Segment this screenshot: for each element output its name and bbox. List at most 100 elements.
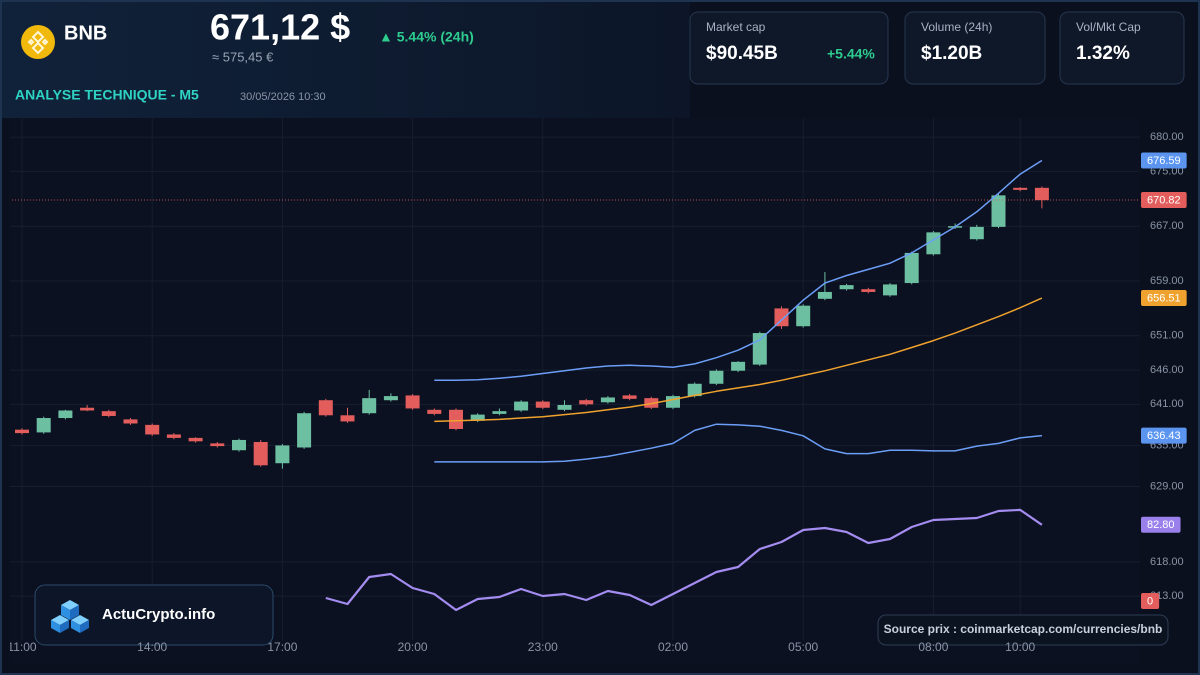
indicator-line bbox=[325, 508, 1043, 612]
x-tick-label: 11:00 bbox=[7, 640, 36, 654]
price-badge-label: 656.51 bbox=[1147, 292, 1181, 304]
y-tick-label: 646.00 bbox=[1150, 364, 1184, 376]
price: 671,12 $ bbox=[210, 7, 350, 48]
candle-body bbox=[752, 333, 767, 365]
datetime: 30/05/2026 10:30 bbox=[240, 91, 326, 103]
y-tick-label: 667.00 bbox=[1150, 220, 1184, 232]
price-axis: 680.00675.00667.00659.00651.00646.00641.… bbox=[1141, 131, 1187, 609]
price-badge bbox=[1141, 290, 1187, 307]
candle-body bbox=[839, 285, 854, 290]
candle-body bbox=[470, 414, 485, 421]
x-tick-label: 05:00 bbox=[788, 640, 818, 654]
candle-body bbox=[123, 419, 138, 424]
candle-body bbox=[405, 395, 420, 409]
x-tick-label: 23:00 bbox=[528, 640, 558, 654]
candle-body bbox=[145, 424, 160, 435]
candle-body bbox=[362, 398, 377, 414]
candle-body bbox=[861, 289, 876, 292]
y-tick-label: 629.00 bbox=[1150, 480, 1184, 492]
candle-body bbox=[210, 443, 225, 447]
x-axis: 11:00 14:00 17:00 20:00 23:00 02:00 05:00 08:00… bbox=[7, 640, 1036, 654]
stat-label: Vol/Mkt Cap bbox=[1076, 20, 1141, 34]
price-badge bbox=[1141, 593, 1160, 609]
candle-body bbox=[318, 400, 333, 416]
candle-body bbox=[449, 409, 463, 429]
y-tick-label: 680.00 bbox=[1150, 131, 1184, 143]
candle-body bbox=[1034, 187, 1049, 201]
price-eur: ≈ 575,45 € bbox=[212, 49, 274, 64]
header-panel bbox=[0, 0, 690, 118]
stat-value: $1.20B bbox=[921, 43, 982, 64]
candle-body bbox=[579, 400, 594, 405]
plot-area bbox=[10, 118, 1140, 663]
indicator-line bbox=[434, 159, 1043, 382]
stat-card: Vol/Mkt Cap 1.32% bbox=[1059, 11, 1185, 85]
source-box: Source prix : coinmarketcap.com/currenci… bbox=[877, 614, 1169, 646]
candle-body bbox=[991, 195, 1006, 227]
candle-body bbox=[535, 401, 550, 408]
candle-body bbox=[774, 308, 789, 327]
candle-body bbox=[58, 410, 73, 419]
price-badge-label: 82.80 bbox=[1147, 519, 1175, 531]
price-badge bbox=[1141, 427, 1187, 444]
indicator-line bbox=[434, 297, 1043, 423]
candle-body bbox=[666, 396, 680, 408]
candle-body bbox=[883, 284, 897, 296]
x-tick-label: 02:00 bbox=[658, 640, 688, 654]
candle-body bbox=[492, 411, 507, 414]
candle-body bbox=[340, 415, 355, 422]
y-tick-label: 618.00 bbox=[1150, 556, 1184, 568]
bnb-logo bbox=[21, 25, 55, 59]
price-badge-label: 636.43 bbox=[1147, 430, 1181, 442]
brand-logo bbox=[51, 600, 89, 633]
candle-body bbox=[969, 226, 984, 240]
stat-value: 1.32% bbox=[1076, 43, 1130, 64]
stat-card: Market cap $90.45B +5.44% bbox=[689, 11, 889, 85]
candle-body bbox=[731, 361, 746, 371]
candle-body bbox=[904, 252, 919, 284]
candle-body bbox=[514, 401, 529, 411]
price-badge-label: 676.59 bbox=[1147, 155, 1181, 167]
price-change: ▲ 5.44% (24h) bbox=[379, 29, 474, 45]
price-badge bbox=[1141, 192, 1187, 209]
candle-body bbox=[709, 370, 724, 384]
candle-body bbox=[796, 305, 811, 327]
x-tick-label: 14:00 bbox=[137, 640, 167, 654]
stat-card: Volume (24h) $1.20B bbox=[904, 11, 1046, 85]
candle-body bbox=[600, 397, 615, 403]
indicator-line bbox=[434, 423, 1042, 463]
candle-body bbox=[188, 437, 203, 442]
candle-body bbox=[297, 413, 312, 448]
candle-body bbox=[383, 396, 398, 401]
candle-body bbox=[166, 434, 181, 438]
x-tick-label: 20:00 bbox=[398, 640, 428, 654]
candle-body bbox=[622, 395, 637, 399]
y-tick-label: 651.00 bbox=[1150, 330, 1184, 342]
candle-body bbox=[80, 407, 95, 411]
price-badge bbox=[1141, 516, 1181, 533]
x-tick-label: 08:00 bbox=[918, 640, 948, 654]
candle-body bbox=[36, 418, 51, 433]
stat-value: $90.45B bbox=[706, 43, 778, 64]
price-badge-label: 670.82 bbox=[1147, 194, 1181, 206]
y-tick-label: 659.00 bbox=[1150, 275, 1184, 287]
price-badge-label: 0 bbox=[1147, 595, 1153, 607]
y-tick-label: 641.00 bbox=[1150, 398, 1184, 410]
candle-body bbox=[817, 291, 832, 299]
candle-body bbox=[101, 411, 116, 416]
candle-body bbox=[253, 442, 268, 466]
candle-body bbox=[557, 405, 572, 410]
stat-change: +5.44% bbox=[827, 46, 875, 62]
section-title: ANALYSE TECHNIQUE - M5 bbox=[15, 87, 199, 103]
candle-body bbox=[275, 445, 290, 464]
x-tick-label: 10:00 bbox=[1005, 640, 1035, 654]
x-tick-label: 17:00 bbox=[267, 640, 297, 654]
candle-body bbox=[232, 439, 246, 451]
candle-body bbox=[15, 429, 29, 434]
brand-name: ActuCrypto.info bbox=[102, 606, 215, 623]
candle-body bbox=[687, 383, 702, 397]
plot bbox=[10, 118, 1140, 640]
candle-body bbox=[1013, 187, 1028, 190]
